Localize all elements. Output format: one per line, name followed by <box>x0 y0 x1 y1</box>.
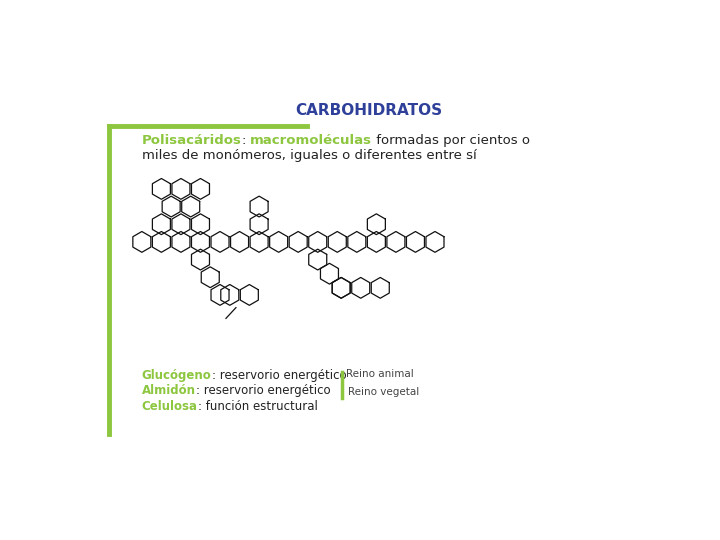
Text: : reservorio energético: : reservorio energético <box>212 369 346 382</box>
Text: miles de monómeros, iguales o diferentes entre sí: miles de monómeros, iguales o diferentes… <box>142 150 477 163</box>
Text: macromoléculas: macromoléculas <box>251 134 372 147</box>
Text: Reino animal: Reino animal <box>346 369 414 379</box>
Text: Reino vegetal: Reino vegetal <box>348 387 420 397</box>
Text: Celulosa: Celulosa <box>142 400 198 413</box>
Text: : función estructural: : función estructural <box>198 400 318 413</box>
Text: CARBOHIDRATOS: CARBOHIDRATOS <box>295 103 443 118</box>
Text: Glucógeno: Glucógeno <box>142 369 212 382</box>
Text: : reservorio energético: : reservorio energético <box>196 384 330 397</box>
Text: :: : <box>242 134 251 147</box>
Text: formadas por cientos o: formadas por cientos o <box>372 134 531 147</box>
Text: Almidón: Almidón <box>142 384 196 397</box>
Text: Polisacáridos: Polisacáridos <box>142 134 242 147</box>
